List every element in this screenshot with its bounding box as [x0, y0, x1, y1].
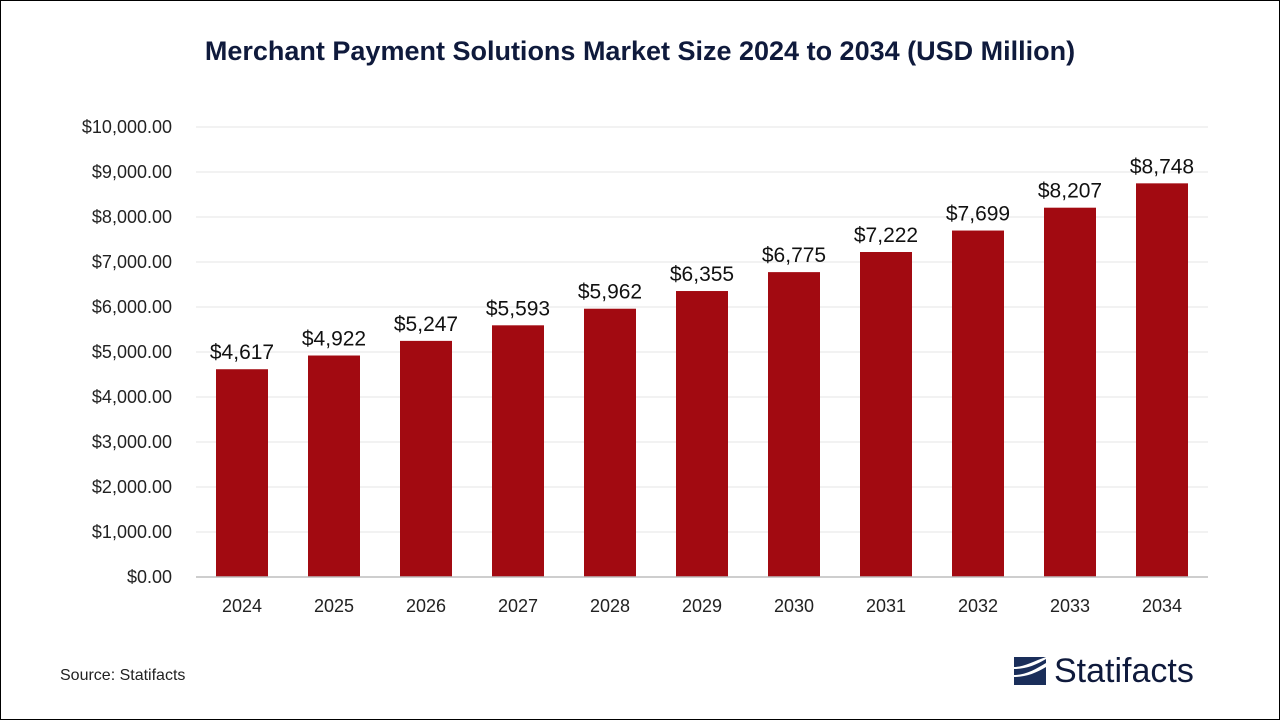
data-label-2031: $7,222	[854, 224, 918, 247]
data-label-2025: $4,922	[302, 328, 366, 351]
bar-2031	[860, 252, 912, 577]
x-tick-label: 2025	[314, 596, 354, 616]
bar-2034	[1136, 183, 1188, 577]
y-tick-label: $6,000.00	[92, 297, 172, 317]
bar-2032	[952, 231, 1004, 577]
x-tick-label: 2030	[774, 596, 814, 616]
x-tick-label: 2026	[406, 596, 446, 616]
bar-2033	[1044, 208, 1096, 577]
data-label-2026: $5,247	[394, 313, 458, 336]
data-label-2027: $5,593	[486, 297, 550, 320]
data-label-2033: $8,207	[1038, 180, 1102, 203]
brand-logo: Statifacts	[1012, 651, 1194, 691]
x-tick-label: 2032	[958, 596, 998, 616]
y-tick-label: $7,000.00	[92, 252, 172, 272]
y-tick-label: $9,000.00	[92, 162, 172, 182]
y-tick-label: $4,000.00	[92, 387, 172, 407]
x-tick-label: 2028	[590, 596, 630, 616]
y-tick-label: $2,000.00	[92, 477, 172, 497]
y-tick-label: $10,000.00	[82, 117, 172, 137]
x-tick-label: 2029	[682, 596, 722, 616]
source-note: Source: Statifacts	[60, 667, 185, 685]
bar-2028	[584, 309, 636, 577]
data-label-2029: $6,355	[670, 263, 734, 286]
bar-2026	[400, 341, 452, 577]
bar-2025	[308, 356, 360, 577]
x-tick-label: 2024	[222, 596, 262, 616]
data-label-2028: $5,962	[578, 281, 642, 304]
x-tick-label: 2034	[1142, 596, 1182, 616]
brand-name: Statifacts	[1054, 652, 1194, 691]
data-label-2030: $6,775	[762, 244, 826, 267]
data-label-2032: $7,699	[946, 203, 1010, 226]
bar-2029	[676, 291, 728, 577]
y-tick-label: $1,000.00	[92, 522, 172, 542]
bar-2030	[768, 272, 820, 577]
x-tick-label: 2027	[498, 596, 538, 616]
y-tick-label: $5,000.00	[92, 342, 172, 362]
statifacts-logo-icon	[1012, 653, 1048, 689]
y-tick-label: $8,000.00	[92, 207, 172, 227]
bars	[216, 183, 1188, 577]
y-tick-label: $3,000.00	[92, 432, 172, 452]
data-label-2024: $4,617	[210, 341, 274, 364]
data-label-2034: $8,748	[1130, 155, 1194, 178]
bar-2027	[492, 325, 544, 577]
bar-2024	[216, 369, 268, 577]
y-tick-label: $0.00	[127, 567, 172, 587]
x-tick-label: 2031	[866, 596, 906, 616]
x-tick-label: 2033	[1050, 596, 1090, 616]
